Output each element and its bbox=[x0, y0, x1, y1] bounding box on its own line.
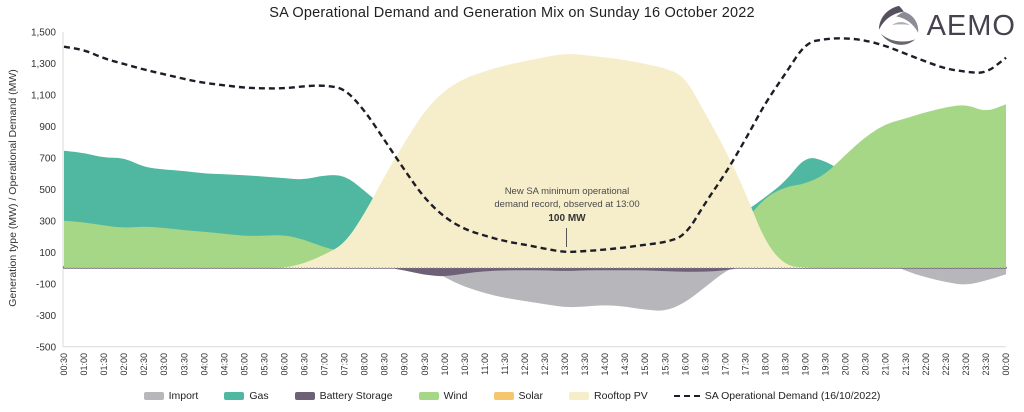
x-tick-label: 17:00 bbox=[720, 353, 730, 376]
x-tick-label: 07:00 bbox=[320, 353, 330, 376]
x-tick-label: 01:30 bbox=[99, 353, 109, 376]
x-tick-label: 20:30 bbox=[861, 353, 871, 376]
x-tick-label: 14:30 bbox=[620, 353, 630, 376]
legend-item-solar: Solar bbox=[493, 390, 544, 402]
y-tick-label: -100 bbox=[36, 279, 56, 290]
legend-item-wind: Wind bbox=[418, 390, 468, 402]
legend-label: Battery Storage bbox=[319, 390, 393, 402]
chart-title: SA Operational Demand and Generation Mix… bbox=[269, 5, 755, 21]
legend-swatch bbox=[143, 392, 164, 400]
x-tick-label: 03:30 bbox=[179, 353, 189, 376]
x-tick-label: 10:30 bbox=[460, 353, 470, 376]
area-wind bbox=[64, 104, 1006, 268]
x-tick-label: 05:00 bbox=[239, 353, 249, 376]
annotation-line-2: demand record, observed at 13:00 bbox=[494, 198, 640, 210]
y-tick-label: 300 bbox=[39, 216, 56, 227]
y-tick-label: 1,500 bbox=[31, 27, 56, 38]
annotation-pointer-line bbox=[566, 228, 567, 247]
aemo-swirl-icon bbox=[878, 5, 918, 45]
legend-label: Wind bbox=[443, 390, 468, 402]
x-tick-label: 00:30 bbox=[59, 353, 69, 376]
x-tick-label: 20:00 bbox=[841, 353, 851, 376]
x-tick-label: 18:30 bbox=[781, 353, 791, 376]
x-tick-label: 06:30 bbox=[300, 353, 310, 376]
x-tick-label: 15:30 bbox=[660, 353, 670, 376]
legend-item-battery-storage: Battery Storage bbox=[294, 390, 393, 402]
y-tick-label: 700 bbox=[39, 153, 56, 164]
x-tick-label: 21:00 bbox=[881, 353, 891, 376]
legend-label: SA Operational Demand (16/10/2022) bbox=[704, 390, 881, 402]
x-tick-label: 23:00 bbox=[961, 353, 971, 376]
x-tick-label: 13:30 bbox=[580, 353, 590, 376]
aemo-logo-text: AEMO bbox=[926, 9, 1016, 42]
x-tick-label: 22:00 bbox=[921, 353, 931, 376]
x-tick-label: 15:00 bbox=[640, 353, 650, 376]
x-tick-label: 06:00 bbox=[280, 353, 290, 376]
y-tick-label: 1,300 bbox=[31, 59, 56, 70]
y-tick-label: 1,100 bbox=[31, 90, 56, 101]
legend-swatch bbox=[294, 392, 315, 400]
y-tick-label: -300 bbox=[36, 311, 56, 322]
min-demand-annotation: New SA minimum operational demand record… bbox=[455, 186, 679, 225]
x-tick-label: 12:30 bbox=[540, 353, 550, 376]
x-tick-label: 07:30 bbox=[340, 353, 350, 376]
x-tick-label: 16:00 bbox=[680, 353, 690, 376]
y-tick-label: -500 bbox=[36, 342, 56, 353]
x-tick-label: 17:30 bbox=[740, 353, 750, 376]
x-tick-label: 11:30 bbox=[500, 353, 510, 375]
legend-swatch bbox=[569, 392, 590, 400]
x-tick-label: 05:30 bbox=[259, 353, 269, 376]
aemo-logo: AEMO bbox=[875, 4, 1016, 48]
annotation-line-1: New SA minimum operational bbox=[504, 186, 630, 197]
x-tick-label: 09:00 bbox=[400, 353, 410, 376]
legend-swatch bbox=[418, 392, 439, 400]
legend-item-operational-demand: SA Operational Demand (16/10/2022) bbox=[673, 390, 881, 402]
legend-label: Solar bbox=[518, 390, 544, 402]
chart-legend: Import Gas Battery Storage Wind Solar Rooftop… bbox=[0, 390, 1024, 402]
x-tick-label: 02:00 bbox=[119, 353, 129, 376]
x-tick-label: 01:00 bbox=[79, 353, 89, 376]
legend-item-import: Import bbox=[143, 390, 199, 402]
y-tick-label: 100 bbox=[39, 248, 56, 259]
x-tick-label: 19:30 bbox=[821, 353, 831, 376]
operational-demand-line bbox=[63, 37, 1007, 254]
legend-swatch bbox=[224, 392, 245, 400]
x-tick-label: 12:00 bbox=[520, 353, 530, 376]
x-tick-label: 21:30 bbox=[901, 353, 911, 376]
y-tick-label: 500 bbox=[39, 185, 56, 196]
x-tick-label: 16:30 bbox=[700, 353, 710, 376]
legend-label: Import bbox=[168, 390, 199, 402]
x-tick-label: 08:30 bbox=[380, 353, 390, 376]
legend-item-rooftop-pv: Rooftop PV bbox=[569, 390, 648, 402]
annotation-value: 100 MW bbox=[548, 212, 586, 224]
x-tick-label: 08:00 bbox=[360, 353, 370, 376]
area-rooftop-pv bbox=[64, 54, 1006, 269]
x-tick-label: 02:30 bbox=[139, 353, 149, 376]
x-tick-label: 19:00 bbox=[801, 353, 811, 376]
x-tick-label: 04:30 bbox=[219, 353, 229, 376]
x-tick-label: 00:00 bbox=[1001, 353, 1011, 376]
legend-item-gas: Gas bbox=[224, 390, 269, 402]
x-tick-label: 04:00 bbox=[199, 353, 209, 376]
x-tick-label: 03:00 bbox=[159, 353, 169, 376]
x-tick-label: 23:30 bbox=[981, 353, 991, 376]
x-tick-label: 22:30 bbox=[941, 353, 951, 376]
x-tick-label: 13:00 bbox=[560, 353, 570, 376]
x-tick-label: 11:00 bbox=[480, 353, 490, 375]
y-tick-label: 900 bbox=[39, 122, 56, 133]
x-tick-label: 18:00 bbox=[761, 353, 771, 376]
legend-swatch bbox=[493, 392, 514, 400]
legend-label: Gas bbox=[249, 390, 269, 402]
x-tick-label: 14:00 bbox=[600, 353, 610, 376]
x-tick-label: 10:00 bbox=[440, 353, 450, 376]
legend-label: Rooftop PV bbox=[594, 390, 648, 402]
x-tick-label: 09:30 bbox=[420, 353, 430, 376]
legend-dash-sample bbox=[673, 395, 700, 397]
